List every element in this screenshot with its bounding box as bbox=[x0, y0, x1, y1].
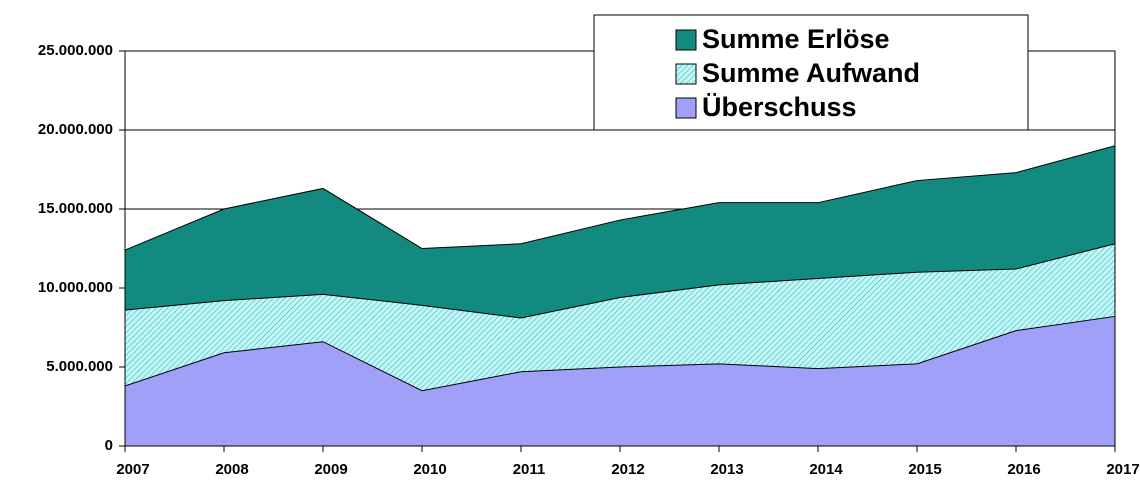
legend-label: Summe Aufwand bbox=[702, 58, 920, 88]
x-tick-label: 2013 bbox=[710, 461, 743, 478]
legend-label: Summe Erlöse bbox=[702, 24, 890, 54]
x-tick-label: 2010 bbox=[413, 461, 446, 478]
y-tick-label: 10.000.000 bbox=[38, 279, 113, 296]
x-tick-label: 2009 bbox=[314, 461, 347, 478]
x-tick-label: 2016 bbox=[1007, 461, 1040, 478]
y-tick-label: 0 bbox=[105, 437, 113, 454]
area bbox=[124, 315, 1116, 447]
legend-label: Überschuss bbox=[702, 92, 857, 122]
y-tick-label: 15.000.000 bbox=[38, 200, 113, 217]
x-tick-label: 2014 bbox=[809, 461, 843, 478]
y-tick-label: 25.000.000 bbox=[38, 42, 113, 59]
y-tick-label: 5.000.000 bbox=[46, 358, 113, 375]
y-tick-label: 20.000.000 bbox=[38, 121, 113, 138]
legend-swatch bbox=[675, 29, 697, 51]
legend-box bbox=[593, 14, 1029, 131]
x-tick-label: 2008 bbox=[215, 461, 248, 478]
x-tick-label: 2012 bbox=[611, 461, 644, 478]
legend-swatch bbox=[675, 97, 697, 119]
x-tick-label: 2017 bbox=[1106, 461, 1139, 478]
x-tick-label: 2007 bbox=[116, 461, 149, 478]
x-tick-label: 2011 bbox=[513, 461, 546, 478]
legend-swatch bbox=[675, 63, 697, 85]
x-tick-label: 2015 bbox=[908, 461, 941, 478]
